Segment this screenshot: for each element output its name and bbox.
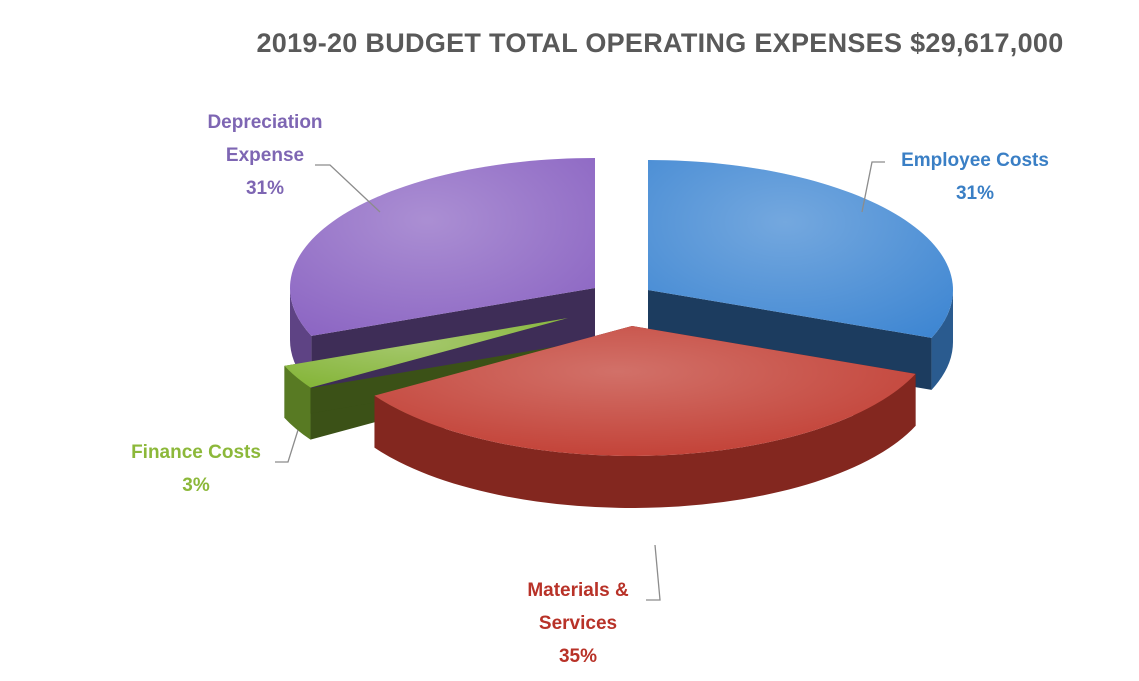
leader-line-employee [861, 161, 885, 213]
pie-slice-side-employee [931, 290, 953, 390]
pie-slice-highlight-finance [284, 318, 568, 388]
pie-slice-side-finance [284, 365, 311, 440]
label-depreciation-line1: Depreciation [207, 112, 323, 133]
label-employee-line1: Employee Costs [901, 150, 1049, 171]
leader-line-materials [646, 544, 661, 601]
label-employee: Employee Costs 31% [870, 144, 1080, 210]
label-materials: Materials & Services 35% [488, 574, 668, 673]
label-depreciation-line2: Expense [225, 145, 305, 166]
label-depreciation-percent: 31% [245, 178, 285, 199]
leader-line-depreciation [315, 164, 381, 213]
leader-line-finance [275, 429, 299, 463]
label-materials-line2: Services [538, 613, 618, 634]
label-employee-percent: 31% [955, 183, 995, 204]
label-depreciation: Depreciation Expense 31% [180, 106, 350, 205]
label-finance-percent: 3% [182, 475, 210, 496]
label-finance: Finance Costs 3% [108, 436, 284, 502]
pie-slice-side-materials [374, 373, 916, 508]
label-materials-line1: Materials & [527, 580, 629, 601]
pie-slice-highlight-materials [374, 326, 916, 456]
label-finance-line1: Finance Costs [131, 442, 261, 463]
pie-slice-highlight-depreciation [289, 158, 595, 336]
label-materials-percent: 35% [558, 646, 598, 667]
chart-title: 2019-20 BUDGET TOTAL OPERATING EXPENSES … [256, 28, 1064, 58]
pie-slice-highlight-employee [648, 160, 953, 338]
